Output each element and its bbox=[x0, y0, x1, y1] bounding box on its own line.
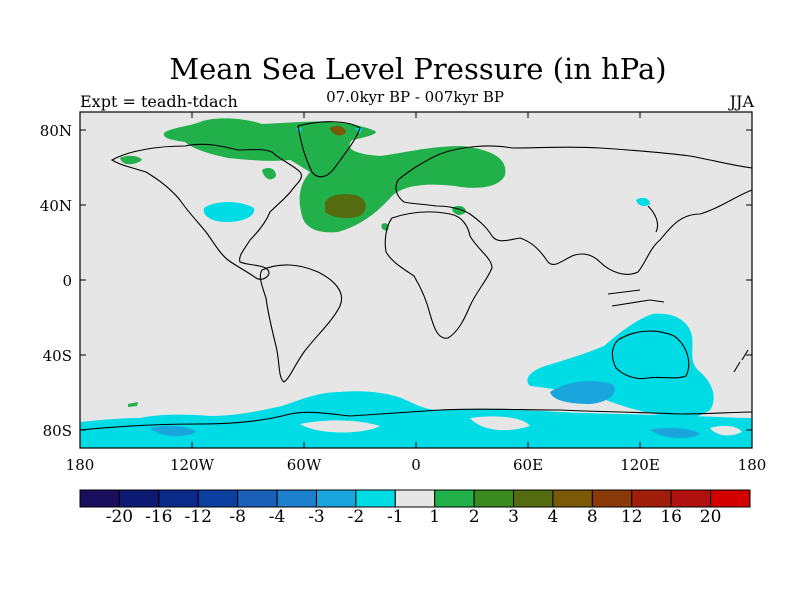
lat-label-40S: 40S bbox=[42, 347, 72, 365]
pressure-anomaly-shading bbox=[80, 118, 752, 448]
coast-antarctica bbox=[79, 408, 753, 431]
colorbar-box bbox=[79, 489, 120, 508]
colorbar-box bbox=[473, 489, 515, 508]
coast-indonesia bbox=[607, 289, 665, 307]
map-title: Mean Sea Level Pressure (in hPa) bbox=[169, 52, 667, 86]
colorbar-label: -2 bbox=[347, 507, 365, 527]
shade-green-1 bbox=[120, 155, 142, 165]
axis-ticks bbox=[79, 112, 753, 448]
shade-arctic-positive bbox=[163, 118, 506, 233]
colorbar-label: 3 bbox=[508, 507, 519, 527]
shade-southern-ocean-negative bbox=[80, 391, 752, 448]
lon-label-180e: 180 bbox=[737, 456, 767, 474]
coast-new-zealand bbox=[733, 349, 749, 373]
period-label: 07.0kyr BP - 007kyr BP bbox=[326, 88, 504, 106]
shade-green-2 bbox=[262, 168, 276, 180]
shade-atlantic-core bbox=[325, 194, 366, 219]
colorbar-box bbox=[434, 489, 475, 508]
shade-deep-negative-2 bbox=[150, 425, 196, 437]
colorbar-label: -16 bbox=[145, 507, 173, 527]
colorbar-label: -12 bbox=[184, 507, 212, 527]
colorbar-label: 16 bbox=[660, 507, 682, 527]
colorbar-box bbox=[670, 489, 712, 508]
colorbar-label: -20 bbox=[105, 507, 134, 527]
coast-greenland bbox=[297, 121, 361, 178]
shade-deep-negative-1 bbox=[550, 381, 615, 404]
colorbar-box bbox=[276, 489, 317, 508]
colorbar-label: 12 bbox=[620, 507, 643, 527]
colorbar-label: -4 bbox=[268, 507, 286, 527]
coast-eurasia bbox=[395, 145, 753, 275]
colorbar-box bbox=[394, 489, 436, 508]
colorbar-box bbox=[197, 489, 239, 508]
colorbar-label: -3 bbox=[308, 507, 325, 527]
shade-neutral-gap-3 bbox=[710, 425, 742, 436]
colorbar-label: -8 bbox=[229, 507, 246, 527]
shade-neutral-gap-1 bbox=[300, 420, 380, 433]
colorbar-label: -1 bbox=[387, 507, 404, 527]
shade-green-5 bbox=[128, 402, 138, 407]
coast-africa bbox=[384, 211, 493, 339]
lon-label-0: 0 bbox=[411, 456, 421, 474]
experiment-label: Expt = teadh-tdach bbox=[80, 92, 238, 111]
coast-australia bbox=[611, 330, 690, 380]
colorbar-box bbox=[315, 489, 357, 508]
lon-label-180w: 180 bbox=[65, 456, 95, 474]
shade-china-negative bbox=[636, 197, 650, 207]
colorbar-box bbox=[552, 489, 593, 508]
colorbar-box bbox=[710, 489, 751, 508]
lon-label-120e: 120E bbox=[620, 456, 660, 474]
colorbar-box bbox=[355, 489, 396, 508]
colorbar-box bbox=[237, 489, 278, 508]
shade-pacific-negative bbox=[203, 202, 255, 222]
coast-japan bbox=[647, 205, 659, 233]
shade-arctic-core bbox=[330, 125, 346, 136]
lat-label-0: 0 bbox=[62, 272, 72, 290]
shade-deep-negative-3 bbox=[650, 427, 700, 439]
colorbar-box bbox=[118, 489, 160, 508]
colorbar-label: 2 bbox=[468, 507, 480, 527]
colorbar bbox=[79, 489, 751, 508]
coast-north-america bbox=[110, 143, 302, 280]
lat-label-40N: 40N bbox=[39, 197, 72, 215]
colorbar-label: 1 bbox=[429, 507, 441, 527]
colorbar-box bbox=[158, 489, 199, 508]
shade-neutral-gap-2 bbox=[470, 416, 530, 431]
colorbar-box bbox=[591, 489, 633, 508]
lon-label-120w: 120W bbox=[169, 456, 215, 474]
lon-label-60e: 60E bbox=[512, 456, 544, 474]
colorbar-box bbox=[631, 489, 672, 508]
lon-label-60w: 60W bbox=[286, 456, 322, 474]
lat-label-80N: 80N bbox=[39, 122, 72, 140]
season-label: JJA bbox=[729, 92, 754, 111]
colorbar-box bbox=[513, 489, 554, 508]
coastlines bbox=[79, 121, 753, 431]
colorbar-label: 8 bbox=[586, 507, 598, 527]
colorbar-label: 4 bbox=[547, 507, 559, 527]
lat-label-80S: 80S bbox=[42, 422, 72, 440]
colorbar-label: 20 bbox=[699, 507, 722, 527]
coast-south-america bbox=[259, 264, 342, 383]
